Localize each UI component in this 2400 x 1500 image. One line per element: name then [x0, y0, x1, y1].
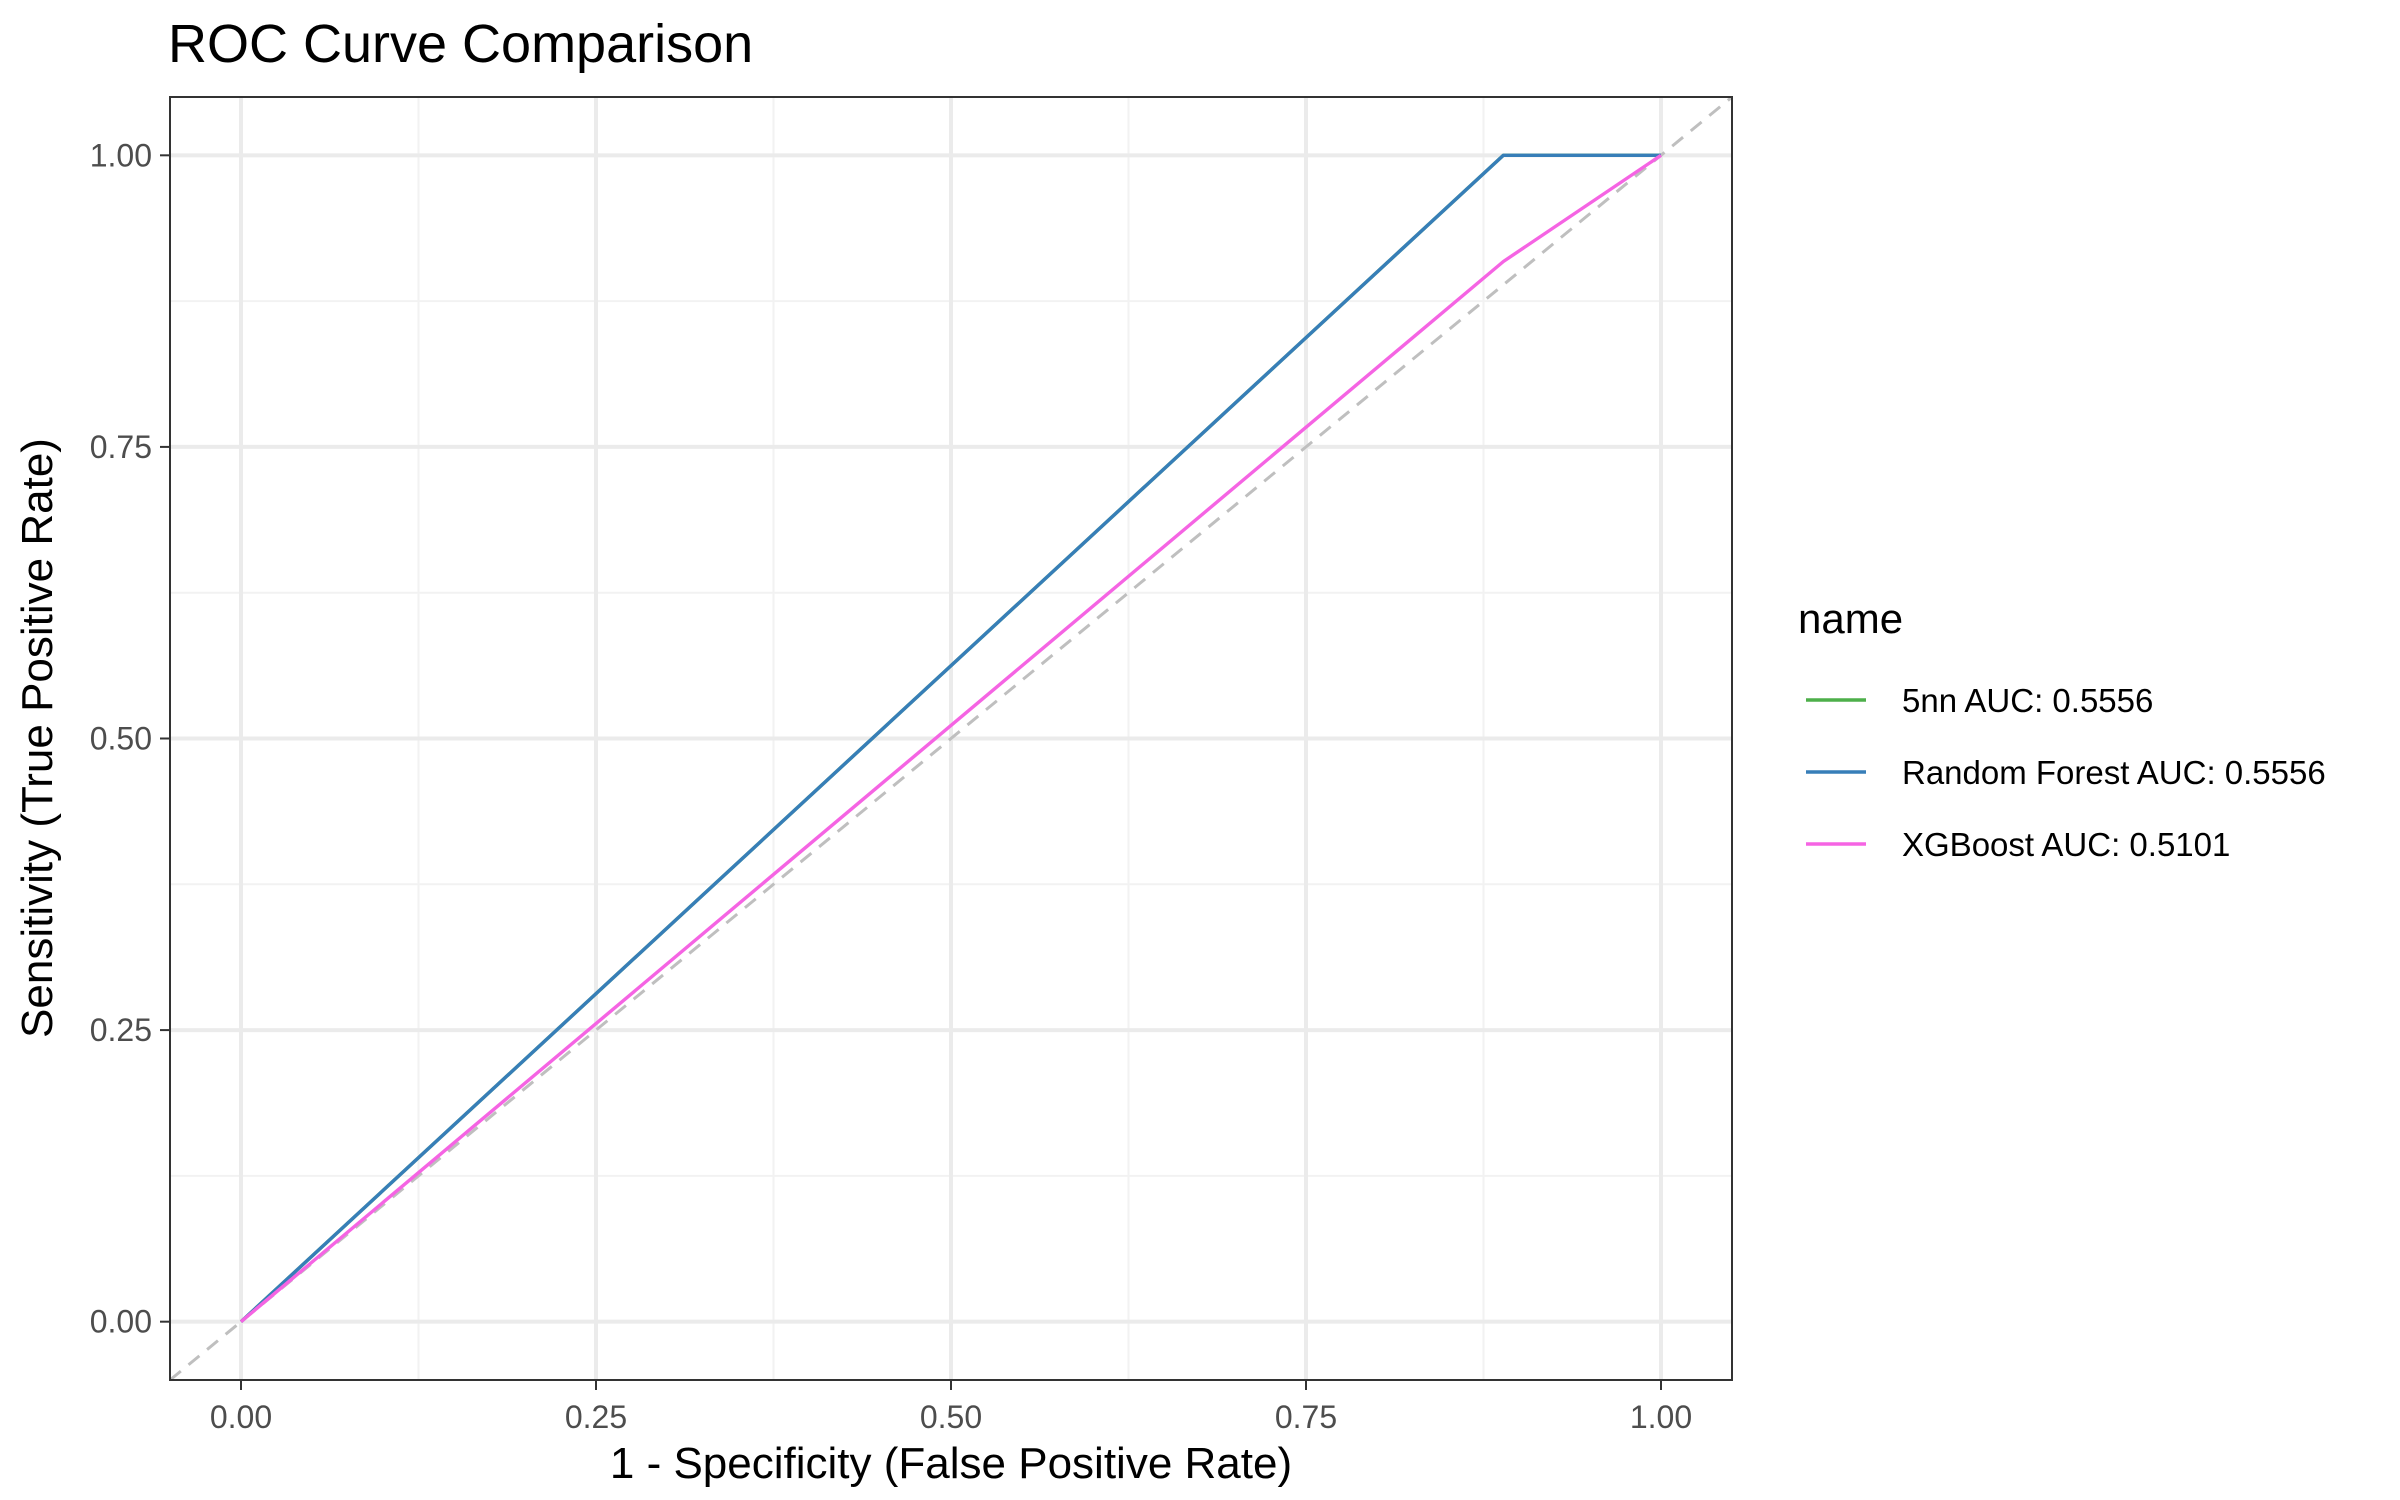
series-line-3 [239, 153, 1662, 1324]
x-axis: 0.00 0.25 0.50 0.75 1.00 [210, 1380, 1692, 1435]
legend-label-2: Random Forest AUC: 0.5556 [1902, 754, 2326, 791]
chart-title: ROC Curve Comparison [168, 14, 753, 74]
x-axis-title: 1 - Specificity (False Positive Rate) [610, 1439, 1292, 1488]
y-tick-label: 0.00 [90, 1304, 152, 1340]
x-tick-label: 0.50 [920, 1399, 982, 1435]
x-tick-label: 0.00 [210, 1399, 272, 1435]
legend-title: name [1798, 595, 1903, 642]
y-tick-label: 0.75 [90, 429, 152, 465]
x-tick-label: 1.00 [1630, 1399, 1692, 1435]
x-tick-label: 0.75 [1275, 1399, 1337, 1435]
y-tick-label: 0.25 [90, 1012, 152, 1048]
y-axis: 0.00 0.25 0.50 0.75 1.00 [90, 137, 170, 1340]
legend-label-3: XGBoost AUC: 0.5101 [1902, 826, 2230, 863]
y-axis-title: Sensitivity (True Positive Rate) [13, 438, 62, 1038]
legend-label-1: 5nn AUC: 0.5556 [1902, 682, 2153, 719]
y-tick-label: 0.50 [90, 721, 152, 757]
y-tick-label: 1.00 [90, 137, 152, 173]
series-line-2 [239, 153, 1661, 1323]
legend-items: 5nn AUC: 0.5556 Random Forest AUC: 0.5556… [1806, 682, 2326, 863]
series-layer [239, 153, 1662, 1324]
grid-major [170, 97, 1732, 1380]
reference-line [169, 95, 1733, 1382]
x-tick-label: 0.25 [565, 1399, 627, 1435]
reference-diagonal [169, 95, 1733, 1382]
legend: name 5nn AUC: 0.5556 Random Forest AUC: 0… [1798, 595, 2326, 863]
